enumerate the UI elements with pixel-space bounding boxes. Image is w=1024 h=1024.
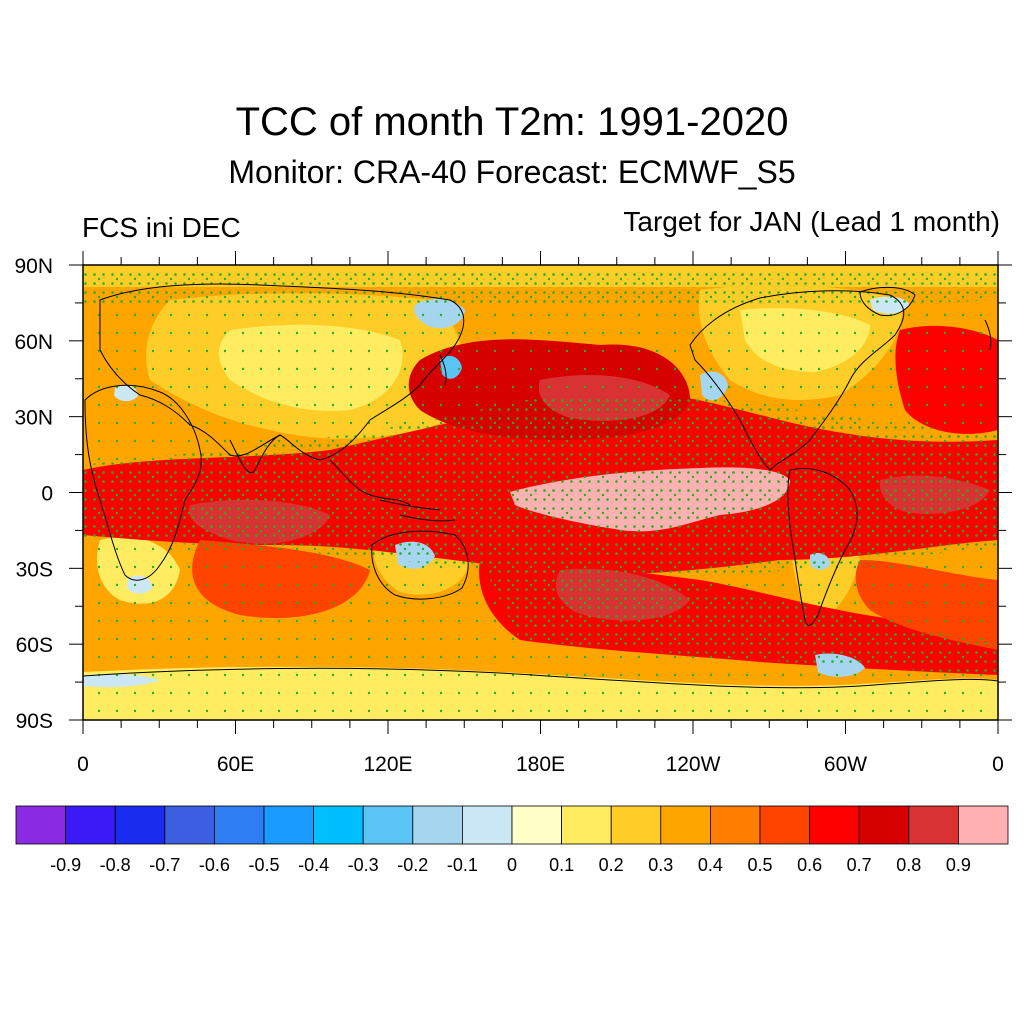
colorbar-box xyxy=(908,805,959,845)
colorbar-label: -0.6 xyxy=(199,855,230,875)
colorbar-box xyxy=(610,805,662,845)
colorbar-label: 0.6 xyxy=(797,855,822,875)
colorbar-label: -0.4 xyxy=(298,855,329,875)
lon-label: 180E xyxy=(516,753,565,776)
colorbar-box xyxy=(263,805,314,845)
colorbar-label: 0.4 xyxy=(698,855,723,875)
colorbar-box xyxy=(461,805,513,845)
coast-greenland xyxy=(859,287,916,317)
colorbar-label: -0.7 xyxy=(149,855,180,875)
colorbar-box xyxy=(15,805,66,845)
colorbar-label: -0.5 xyxy=(248,855,279,875)
colorbar-label: 0.2 xyxy=(599,855,624,875)
colorbar-box xyxy=(511,805,562,845)
colorbar-label: 0 xyxy=(507,855,517,875)
coast-japan xyxy=(439,354,447,386)
lat-label: 60S xyxy=(16,634,53,657)
map-subtitle: Monitor: CRA-40 Forecast: ECMWF_S5 xyxy=(228,154,796,190)
colorbar-label: 0.7 xyxy=(847,855,872,875)
colorbar-label: -0.9 xyxy=(50,855,81,875)
lon-label: 60W xyxy=(824,753,867,776)
longitude-labels: 0 60E 120E 180E 120W 60W 0 xyxy=(77,753,1004,776)
colorbar-box xyxy=(412,805,463,845)
coast-australia xyxy=(371,530,469,600)
coastlines xyxy=(83,283,998,689)
lat-label: 30S xyxy=(16,558,53,581)
map-title: TCC of month T2m: 1991-2020 xyxy=(235,100,789,144)
colorbar-box xyxy=(362,805,414,845)
colorbar-box xyxy=(660,805,711,845)
coast-eurasia xyxy=(99,283,465,461)
colorbar: -0.9 -0.8 -0.7 -0.6 -0.5 -0.4 -0.3 -0.2 -0.1 0 0.1… xyxy=(15,805,1009,875)
tcc-field xyxy=(83,265,998,720)
coast-africa xyxy=(84,384,202,581)
lon-label: 60E xyxy=(217,753,254,776)
stipple-general xyxy=(83,265,998,720)
colorbar-label: 0.8 xyxy=(896,855,921,875)
colorbar-label: -0.3 xyxy=(348,855,379,875)
colorbar-box xyxy=(759,805,810,845)
latitude-labels: 90N 60N 30N 0 30S 60S 90S xyxy=(14,255,53,733)
forecast-init-label: FCS ini DEC xyxy=(82,212,241,243)
colorbar-box xyxy=(164,805,215,845)
colorbar-label: -0.2 xyxy=(397,855,428,875)
colorbar-label: 0.3 xyxy=(648,855,673,875)
target-month-label: Target for JAN (Lead 1 month) xyxy=(623,206,1000,237)
colorbar-label: -0.8 xyxy=(100,855,131,875)
colorbar-label: 0.1 xyxy=(549,855,574,875)
map-ticks xyxy=(69,251,1012,734)
coast-north-america xyxy=(689,290,905,471)
coast-indonesia xyxy=(379,499,456,522)
colorbar-box xyxy=(65,805,116,845)
lon-label: 0 xyxy=(992,753,1004,776)
lat-label: 0 xyxy=(41,483,53,506)
lat-label: 90S xyxy=(16,710,53,733)
coast-india xyxy=(229,434,281,473)
colorbar-boxes xyxy=(15,805,1009,845)
colorbar-box xyxy=(561,805,612,845)
lon-label: 120W xyxy=(666,753,721,776)
colorbar-box xyxy=(809,805,860,845)
coast-antarctica xyxy=(83,667,998,689)
lat-label: 30N xyxy=(14,407,53,430)
coast-south-america xyxy=(787,467,858,626)
colorbar-box xyxy=(114,805,166,845)
colorbar-box xyxy=(213,805,265,845)
colorbar-label: 0.9 xyxy=(946,855,971,875)
colorbar-box xyxy=(958,805,1009,845)
coast-uk xyxy=(984,319,992,351)
colorbar-label: 0.5 xyxy=(747,855,772,875)
colorbar-box xyxy=(313,805,364,845)
colorbar-box xyxy=(710,805,761,845)
lat-label: 90N xyxy=(14,255,53,278)
colorbar-box xyxy=(858,805,910,845)
colorbar-labels: -0.9 -0.8 -0.7 -0.6 -0.5 -0.4 -0.3 -0.2 -0.1 0 0.1… xyxy=(50,855,971,875)
lat-label: 60N xyxy=(14,331,53,354)
lon-label: 120E xyxy=(363,753,412,776)
coast-se-asia xyxy=(329,459,411,506)
lon-label: 0 xyxy=(77,753,89,776)
colorbar-label: -0.1 xyxy=(447,855,478,875)
tcc-world-map: 90N 60N 30N 0 30S 60S 90S 0 60E 120E 180E 120W 60W 0 xyxy=(14,251,1012,776)
